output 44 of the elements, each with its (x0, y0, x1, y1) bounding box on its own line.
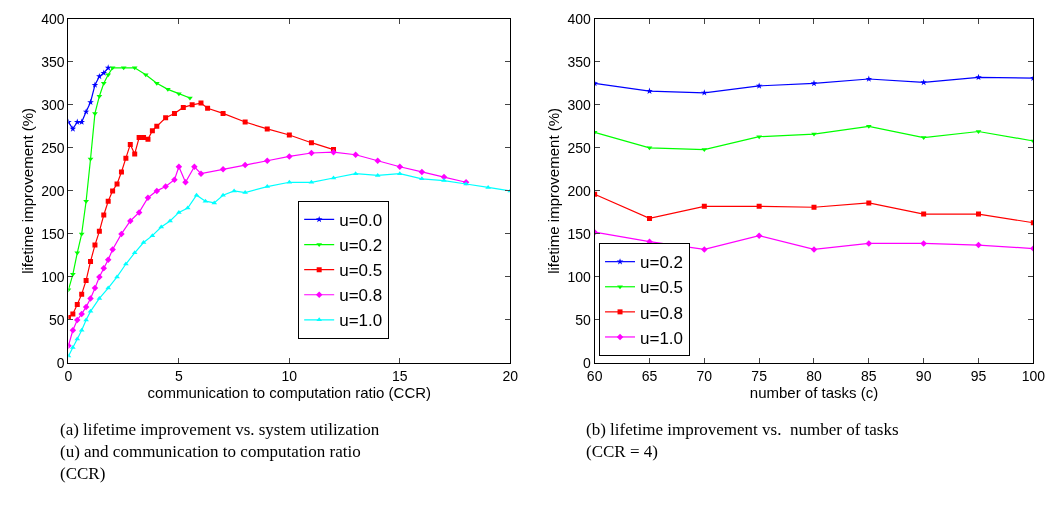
y-tick-label: 300 (41, 96, 65, 113)
y-axis-title: lifetime improvement (%) (18, 107, 36, 274)
y-tick-label: 200 (41, 182, 65, 199)
x-tick-label: 10 (281, 367, 298, 384)
legend-label: u=0.5 (640, 278, 684, 298)
x-tick-label: 20 (502, 367, 519, 384)
x-tick-label: 90 (915, 367, 932, 384)
y-tick-label: 150 (41, 225, 65, 242)
y-axis-title: lifetime improvement (%) (544, 107, 562, 274)
y-tick-label: 300 (567, 96, 592, 113)
x-tick-label: 85 (861, 367, 877, 384)
y-tick-label: 350 (567, 53, 592, 70)
y-tick-label: 200 (567, 182, 592, 199)
x-tick-label: 75 (751, 367, 768, 384)
y-tick-label: 250 (567, 139, 592, 156)
y-tick-label: 400 (567, 10, 592, 27)
y-tick-label: 150 (567, 225, 592, 242)
legend-label: u=1.0 (339, 311, 383, 331)
x-tick-label: 65 (641, 367, 658, 384)
text: (b) lifetime improvement vs. number of tasks (CCR = 4) (586, 420, 899, 462)
legend-label: u=0.0 (339, 211, 383, 231)
y-tick-label: 50 (575, 311, 592, 328)
legend-label: u=0.8 (339, 286, 383, 306)
legend-label: u=0.5 (339, 261, 383, 281)
legend-label: u=0.8 (640, 303, 684, 323)
y-tick-label: 250 (41, 139, 65, 156)
x-tick-label: 80 (806, 367, 822, 384)
x-axis-title: communication to computation ratio (CCR) (147, 383, 432, 401)
x-tick-label: 5 (174, 367, 183, 384)
y-tick-label: 0 (56, 354, 65, 371)
text: (a) lifetime improvement vs. system utilization (u) and communication to computation ratio (CCR) (60, 420, 380, 484)
legend-label: u=0.2 (640, 253, 684, 273)
x-tick-label: 95 (970, 367, 987, 384)
y-tick-label: 100 (41, 268, 65, 285)
y-tick-label: 50 (49, 311, 65, 328)
legend-label: u=0.2 (339, 236, 383, 256)
legend-label: u=1.0 (640, 328, 684, 348)
y-tick-label: 400 (41, 10, 65, 27)
x-tick-label: 15 (392, 367, 408, 384)
x-tick-label: 100 (1021, 367, 1046, 384)
x-tick-label: 70 (696, 367, 713, 384)
y-tick-label: 350 (41, 53, 65, 70)
x-axis-title: number of tasks (c) (749, 383, 879, 401)
y-tick-label: 100 (567, 268, 592, 285)
